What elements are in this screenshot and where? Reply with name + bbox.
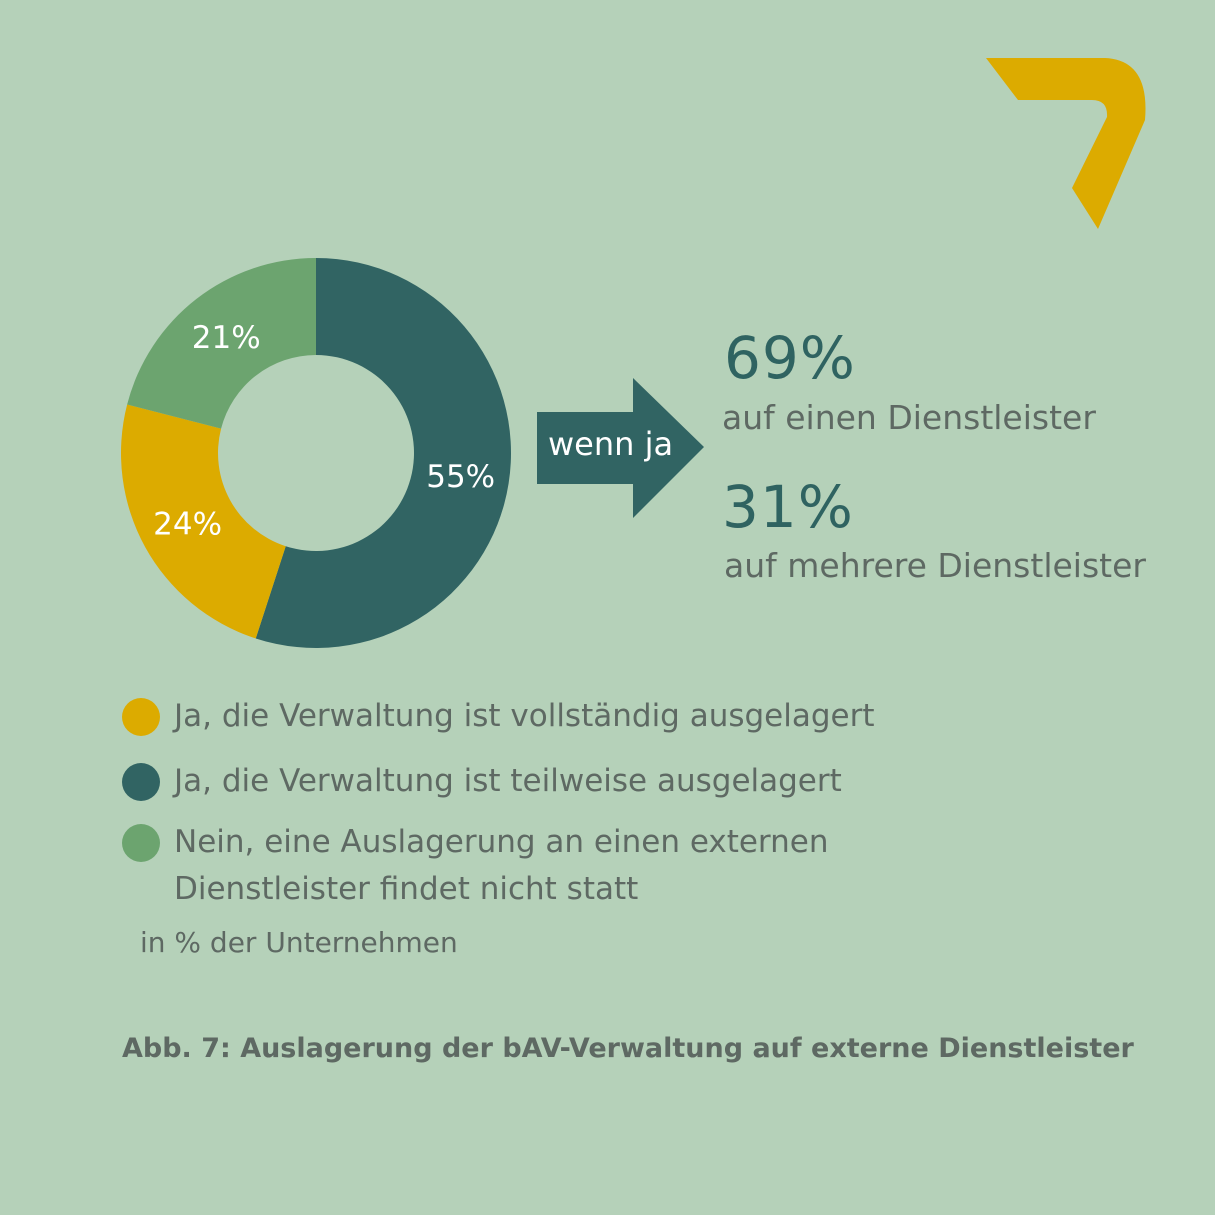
legend-item-nein: Nein, eine Auslagerung an einen externen… [122,823,1034,913]
stat-value-two: 31% [722,473,854,541]
stat-label-two: auf mehrere Dienstleister [724,546,1146,585]
legend-swatch [122,763,160,801]
slice-label-1: 24% [153,507,222,543]
legend-label: Nein, eine Auslagerung an einen externen… [174,824,829,907]
figure-caption: Abb. 7: Auslagerung der bAV-Verwaltung a… [122,1033,1134,1064]
legend-swatch [122,698,160,736]
wenn-ja-arrow: wenn ja [537,378,704,518]
unit-note: in % der Unternehmen [140,926,458,959]
legend-label: Ja, die Verwaltung ist teilweise ausgela… [174,763,842,799]
slice-label-2: 21% [192,320,261,356]
arrow-label: wenn ja [548,425,673,463]
donut-slice-2 [127,258,316,429]
donut-slice-1 [120,404,286,639]
donut-slice-0 [255,258,512,648]
legend-item-teilweise: Ja, die Verwaltung ist teilweise ausgela… [122,762,1054,805]
legend-item-vollstaendig: Ja, die Verwaltung ist vollständig ausge… [122,697,1054,740]
slice-label-0: 55% [426,459,495,495]
stat-value-one: 69% [724,324,856,392]
legend-label: Ja, die Verwaltung ist vollständig ausge… [174,698,875,734]
stat-label-one: auf einen Dienstleister [722,398,1096,437]
legend-swatch [122,824,160,862]
